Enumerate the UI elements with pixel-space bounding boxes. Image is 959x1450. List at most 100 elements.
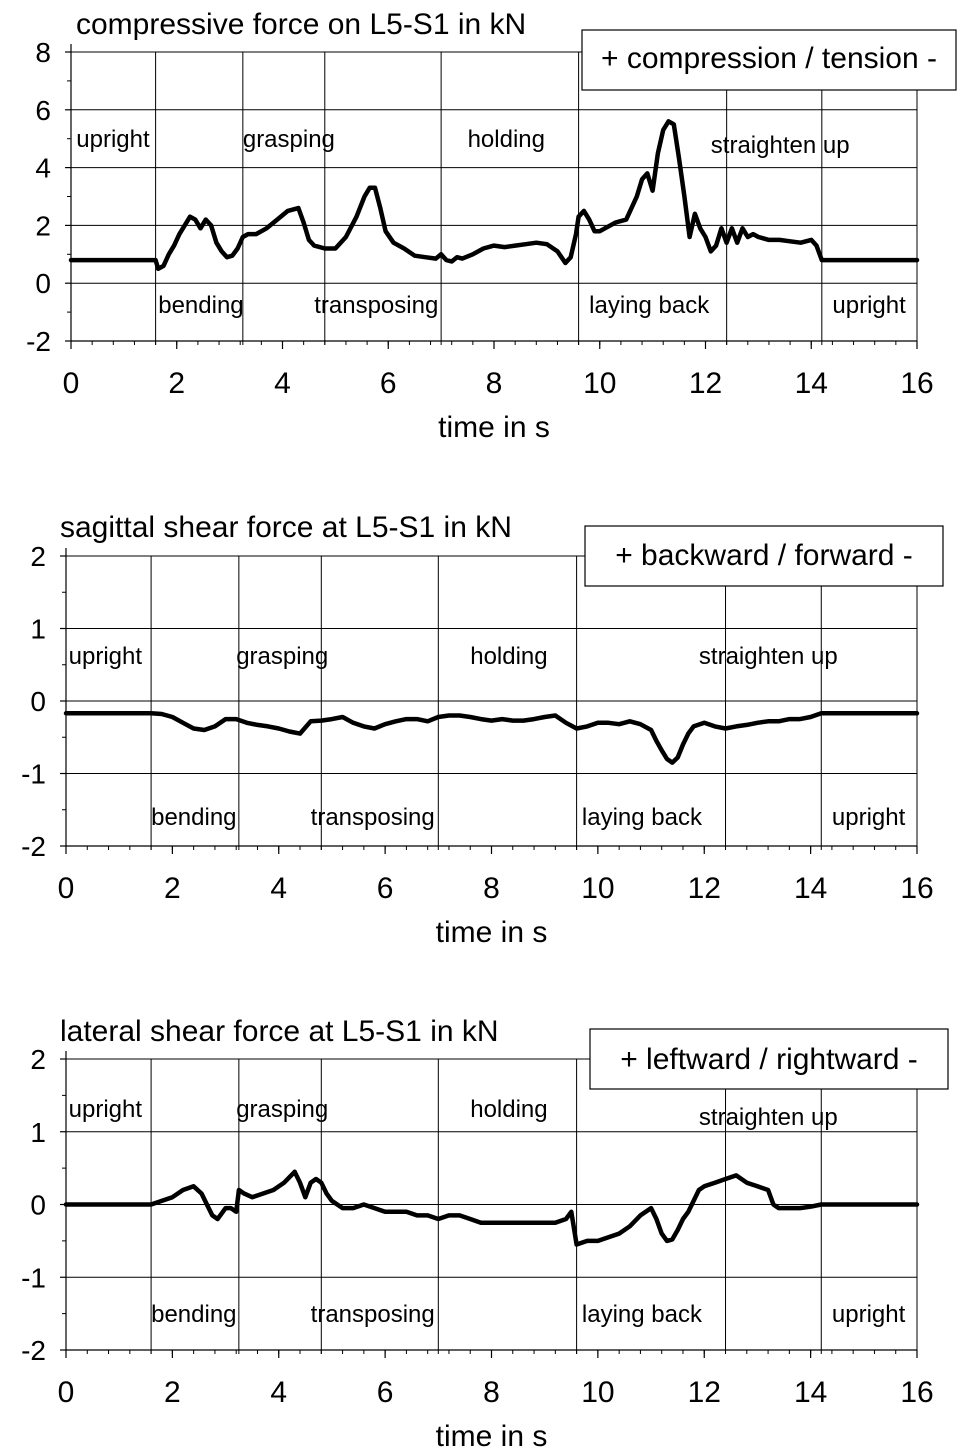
data-point — [687, 733, 689, 735]
x-tick-label: 6 — [377, 1376, 394, 1409]
data-point — [294, 1171, 296, 1173]
y-tick-label: 6 — [35, 95, 51, 126]
data-point — [182, 722, 184, 724]
y-tick-label: 0 — [30, 1190, 46, 1221]
data-point — [416, 718, 418, 720]
data-point — [646, 172, 648, 174]
x-tick-label: 4 — [274, 367, 291, 400]
data-point — [544, 1222, 546, 1224]
data-point — [625, 219, 627, 221]
data-point — [161, 713, 163, 715]
data-point — [757, 236, 759, 238]
data-point — [363, 725, 365, 727]
data-point — [308, 239, 310, 241]
data-point — [636, 195, 638, 198]
x-tick-label: 6 — [377, 872, 394, 905]
data-point — [247, 233, 249, 235]
x-tick-label: 2 — [168, 367, 185, 400]
data-point — [604, 227, 606, 229]
data-point — [735, 1174, 737, 1176]
chart-title: sagittal shear force at L5-S1 in kN — [60, 511, 512, 544]
data-point — [363, 1203, 365, 1206]
data-point — [150, 712, 152, 714]
y-tick-label: 0 — [35, 268, 51, 299]
data-point — [255, 233, 257, 235]
data-point — [427, 720, 429, 722]
y-tick-label: 1 — [30, 614, 46, 645]
x-tick-label: 6 — [380, 367, 397, 400]
data-point — [522, 1222, 525, 1224]
data-point — [345, 236, 347, 238]
data-point — [272, 1189, 275, 1191]
phase-label-top: grasping — [243, 126, 335, 153]
data-point — [820, 712, 822, 714]
data-point — [299, 733, 301, 735]
sign-convention-box — [589, 1028, 949, 1090]
data-point — [70, 259, 72, 261]
data-point — [203, 729, 205, 731]
data-point — [373, 727, 376, 730]
data-point — [821, 259, 823, 261]
data-point — [799, 718, 801, 720]
data-point — [363, 195, 366, 198]
x-tick-label: 2 — [164, 1376, 181, 1409]
data-point — [276, 219, 278, 221]
data-point — [205, 219, 207, 221]
data-point — [556, 250, 559, 253]
data-point — [224, 1207, 227, 1209]
data-point — [799, 1207, 801, 1209]
data-point — [788, 1207, 790, 1209]
data-point — [570, 1211, 572, 1213]
data-point — [199, 227, 202, 229]
data-point — [182, 1189, 184, 1191]
x-tick-label: 8 — [483, 872, 500, 905]
data-point — [810, 239, 812, 241]
data-point — [193, 1185, 195, 1187]
sign-convention-label: + backward / forward - — [615, 539, 913, 572]
data-point — [331, 1200, 333, 1202]
data-point — [226, 256, 228, 258]
data-point — [512, 719, 514, 722]
data-point — [490, 1222, 493, 1224]
y-tick-label: -1 — [21, 759, 46, 790]
data-point — [303, 221, 305, 224]
data-point — [458, 714, 461, 717]
data-point — [373, 1207, 376, 1209]
data-point — [238, 1189, 240, 1191]
data-point — [514, 245, 516, 247]
data-point — [570, 256, 572, 258]
data-point — [278, 727, 280, 730]
x-tick-label: 0 — [63, 367, 80, 400]
data-point — [493, 245, 495, 247]
data-point — [810, 1206, 812, 1208]
data-point — [916, 259, 918, 261]
data-point — [435, 258, 437, 260]
x-tick-label: 14 — [794, 872, 827, 905]
data-point — [288, 730, 290, 733]
data-point — [535, 242, 537, 244]
data-point — [576, 1243, 578, 1246]
data-point — [661, 1233, 663, 1235]
data-point — [699, 227, 701, 229]
data-point — [698, 1189, 700, 1191]
data-point — [437, 1218, 439, 1220]
y-tick-label: 2 — [30, 541, 46, 572]
data-point — [266, 227, 268, 229]
data-point — [482, 247, 485, 250]
data-point — [395, 720, 397, 722]
data-point — [224, 718, 227, 720]
data-point — [427, 1214, 429, 1217]
data-point — [416, 1214, 418, 1217]
y-tick-label: 0 — [30, 686, 46, 717]
phase-label-bottom: transposing — [311, 804, 435, 831]
data-point — [320, 719, 322, 722]
x-tick-label: 14 — [794, 1376, 827, 1409]
data-point — [554, 714, 556, 717]
data-point — [313, 245, 315, 247]
data-point — [235, 718, 237, 720]
data-point — [472, 253, 474, 255]
phase-label-bottom: bending — [158, 292, 243, 319]
phase-label-bottom: laying back — [582, 1301, 703, 1328]
